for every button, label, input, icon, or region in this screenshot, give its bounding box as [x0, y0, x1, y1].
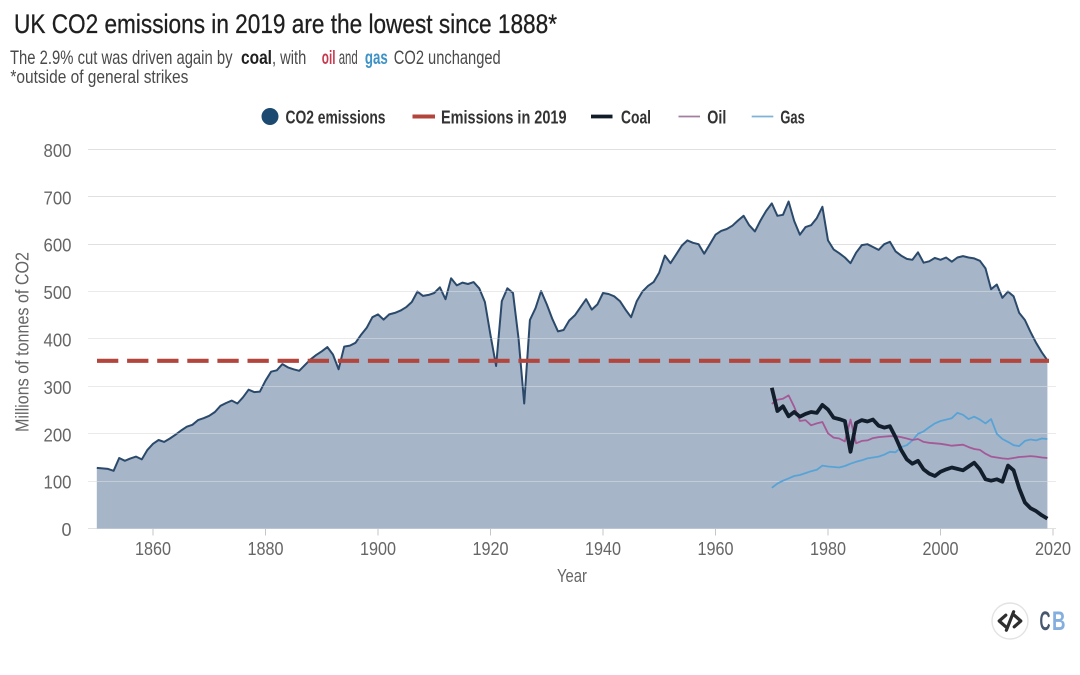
- svg-text:Emissions in 2019: Emissions in 2019: [441, 108, 567, 128]
- svg-text:500: 500: [44, 283, 72, 303]
- svg-text:coal: coal: [241, 47, 272, 69]
- svg-text:C: C: [1040, 606, 1051, 636]
- svg-text:Gas: Gas: [780, 108, 804, 128]
- svg-text:600: 600: [44, 236, 72, 256]
- svg-text:Year: Year: [557, 566, 587, 586]
- svg-text:1860: 1860: [135, 539, 171, 559]
- svg-text:and: and: [339, 47, 358, 69]
- svg-text:100: 100: [44, 473, 72, 493]
- svg-text:CO2 unchanged: CO2 unchanged: [394, 47, 501, 69]
- svg-text:, with: , with: [272, 47, 306, 69]
- svg-text:1920: 1920: [473, 539, 509, 559]
- svg-text:CO2 emissions: CO2 emissions: [286, 108, 386, 128]
- svg-text:2020: 2020: [1035, 539, 1071, 559]
- svg-text:400: 400: [44, 331, 72, 351]
- svg-text:Millions of tonnes of CO2: Millions of tonnes of CO2: [13, 252, 33, 432]
- svg-text:Coal: Coal: [621, 108, 651, 128]
- svg-text:The 2.9% cut was driven again: The 2.9% cut was driven again by: [10, 47, 233, 69]
- svg-text:1940: 1940: [585, 539, 621, 559]
- svg-text:oil: oil: [322, 47, 336, 69]
- svg-text:Oil: Oil: [707, 108, 726, 128]
- svg-text:B: B: [1052, 606, 1066, 636]
- svg-text:800: 800: [44, 141, 72, 161]
- svg-text:300: 300: [44, 378, 72, 398]
- svg-text:1880: 1880: [248, 539, 284, 559]
- svg-text:gas: gas: [365, 47, 388, 69]
- svg-text:1900: 1900: [360, 539, 396, 559]
- svg-text:0: 0: [61, 520, 71, 540]
- svg-text:UK CO2 emissions in 2019 are t: UK CO2 emissions in 2019 are the lowest …: [14, 9, 557, 39]
- svg-text:1980: 1980: [810, 539, 846, 559]
- svg-text:200: 200: [44, 425, 72, 445]
- svg-text:*outside of general strikes: *outside of general strikes: [10, 67, 188, 87]
- svg-text:1960: 1960: [698, 539, 734, 559]
- svg-text:700: 700: [44, 188, 72, 208]
- svg-text:2000: 2000: [923, 539, 959, 559]
